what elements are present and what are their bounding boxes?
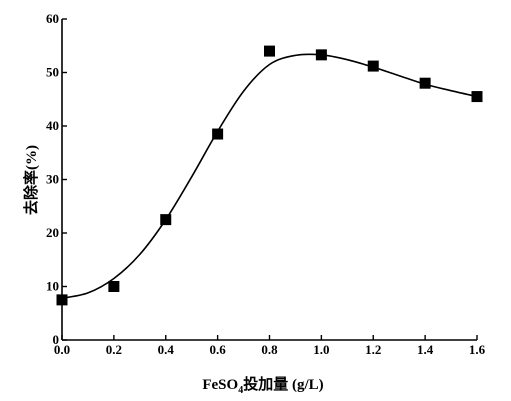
y-tick-label: 40 — [46, 118, 59, 133]
data-point-marker — [419, 77, 431, 89]
x-tick-label: 1.2 — [365, 342, 381, 357]
x-tick-label: 0.8 — [261, 342, 278, 357]
x-axis-ticks: 0.0 0.2 0.4 0.6 0.8 1.0 1.2 1.4 1.6 — [54, 335, 486, 357]
y-tick-label: 50 — [46, 65, 59, 80]
x-axis-title-suffix: 投加量 (g/L) — [243, 375, 323, 393]
x-tick-label: 0.2 — [106, 342, 122, 357]
x-axis-title-prefix: FeSO — [202, 377, 238, 393]
x-tick-label: 0.0 — [54, 342, 70, 357]
x-tick-label: 1.4 — [417, 342, 434, 357]
data-point-marker — [108, 281, 120, 292]
y-tick-label: 60 — [46, 11, 59, 26]
y-axis-title: 去除率(%) — [22, 145, 40, 215]
x-tick-label: 0.4 — [158, 342, 175, 357]
data-markers — [56, 45, 483, 306]
data-point-marker — [315, 49, 327, 61]
data-point-marker — [367, 60, 379, 72]
data-point-marker — [212, 128, 224, 140]
y-tick-label: 0 — [53, 332, 60, 347]
data-point-marker — [264, 45, 275, 57]
y-axis-ticks: 0 10 20 30 40 50 60 — [46, 11, 67, 347]
y-tick-label: 10 — [46, 279, 59, 294]
data-point-marker — [471, 91, 483, 103]
x-tick-label: 1.0 — [313, 342, 329, 357]
x-axis-title: FeSO4投加量 (g/L) — [202, 375, 323, 396]
x-tick-label: 1.6 — [469, 342, 486, 357]
x-axis-title-subscript: 4 — [238, 385, 243, 396]
y-tick-label: 30 — [46, 172, 59, 187]
data-point-marker — [160, 214, 172, 226]
fit-curve — [61, 53, 478, 300]
y-tick-label: 20 — [46, 225, 59, 240]
x-tick-label: 0.6 — [210, 342, 227, 357]
